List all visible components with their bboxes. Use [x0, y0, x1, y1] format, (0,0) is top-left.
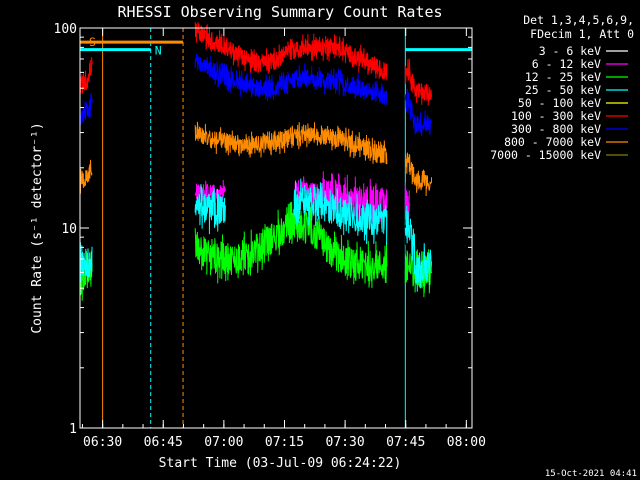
x-axis-label: Start Time (03-Jul-09 06:24:22)	[159, 456, 402, 471]
legend-label-3: 12 - 25 keV	[525, 70, 601, 84]
legend-label-1: 3 - 6 keV	[539, 44, 601, 58]
chart-title: RHESSI Observing Summary Count Rates	[117, 3, 442, 21]
night-flag-label: N	[155, 44, 162, 58]
series-trace-8-1	[79, 159, 93, 194]
series-trace-6-1	[79, 57, 93, 94]
footer-timestamp: 15-Oct-2021 04:41	[545, 469, 637, 479]
series-trace-7-1	[79, 93, 93, 125]
series-trace-4-2	[194, 184, 226, 235]
series-800-7000-kev	[79, 121, 432, 197]
y-axis-label: Count Rate (s⁻¹ detector⁻¹)	[30, 122, 45, 333]
y-tick-label-1: 1	[69, 422, 77, 437]
legend-label-2: 6 - 12 keV	[532, 57, 601, 71]
legend-label-5: 50 - 100 keV	[518, 96, 601, 110]
legend: Det 1,3,4,5,6,9, FDecim 1, Att 0 3 - 6 k…	[490, 13, 634, 162]
legend-label-4: 25 - 50 keV	[525, 83, 601, 97]
x-tick-label-6: 07:45	[386, 435, 425, 450]
legend-header-line-2: FDecim 1, Att 0	[530, 27, 634, 41]
series-25-50-kev	[79, 178, 432, 292]
series-100-300-kev	[79, 22, 432, 106]
x-tick-label-5: 07:30	[326, 435, 365, 450]
legend-label-7: 300 - 800 keV	[511, 122, 601, 136]
x-tick-label-3: 07:00	[204, 435, 243, 450]
x-tick-label-4: 07:15	[265, 435, 304, 450]
legend-label-9: 7000 - 15000 keV	[490, 148, 601, 162]
series-trace-7-3	[404, 88, 432, 137]
x-tick-label-1: 06:30	[83, 435, 122, 450]
legend-label-8: 800 - 7000 keV	[504, 135, 601, 149]
x-tick-label-2: 06:45	[144, 435, 183, 450]
series-trace-8-3	[404, 152, 432, 197]
y-tick-label-3: 100	[54, 22, 77, 37]
axis-ticks: 06:30 06:45 07:00 07:15 07:30 07:45 08:00 1 10 10…	[54, 22, 486, 450]
series-trace-4-5	[293, 178, 388, 246]
series-trace-6-3	[404, 58, 432, 106]
legend-label-6: 100 - 300 keV	[511, 109, 601, 123]
legend-header-line-1: Det 1,3,4,5,6,9,	[523, 13, 634, 27]
series-trace-2-1	[194, 179, 226, 207]
series-trace-4-6	[404, 205, 432, 292]
series-trace-8-2	[194, 121, 388, 165]
series-trace-6-2	[194, 22, 388, 81]
x-tick-label-7: 08:00	[447, 435, 486, 450]
plot-area: SN	[79, 22, 473, 428]
y-tick-label-2: 10	[61, 222, 77, 237]
attenuator-flag-label: S	[89, 35, 96, 49]
series-trace-3-2	[194, 201, 388, 289]
series-trace-7-2	[194, 53, 388, 105]
series-300-800-kev	[79, 53, 432, 137]
series-trace-4-1	[79, 242, 93, 283]
